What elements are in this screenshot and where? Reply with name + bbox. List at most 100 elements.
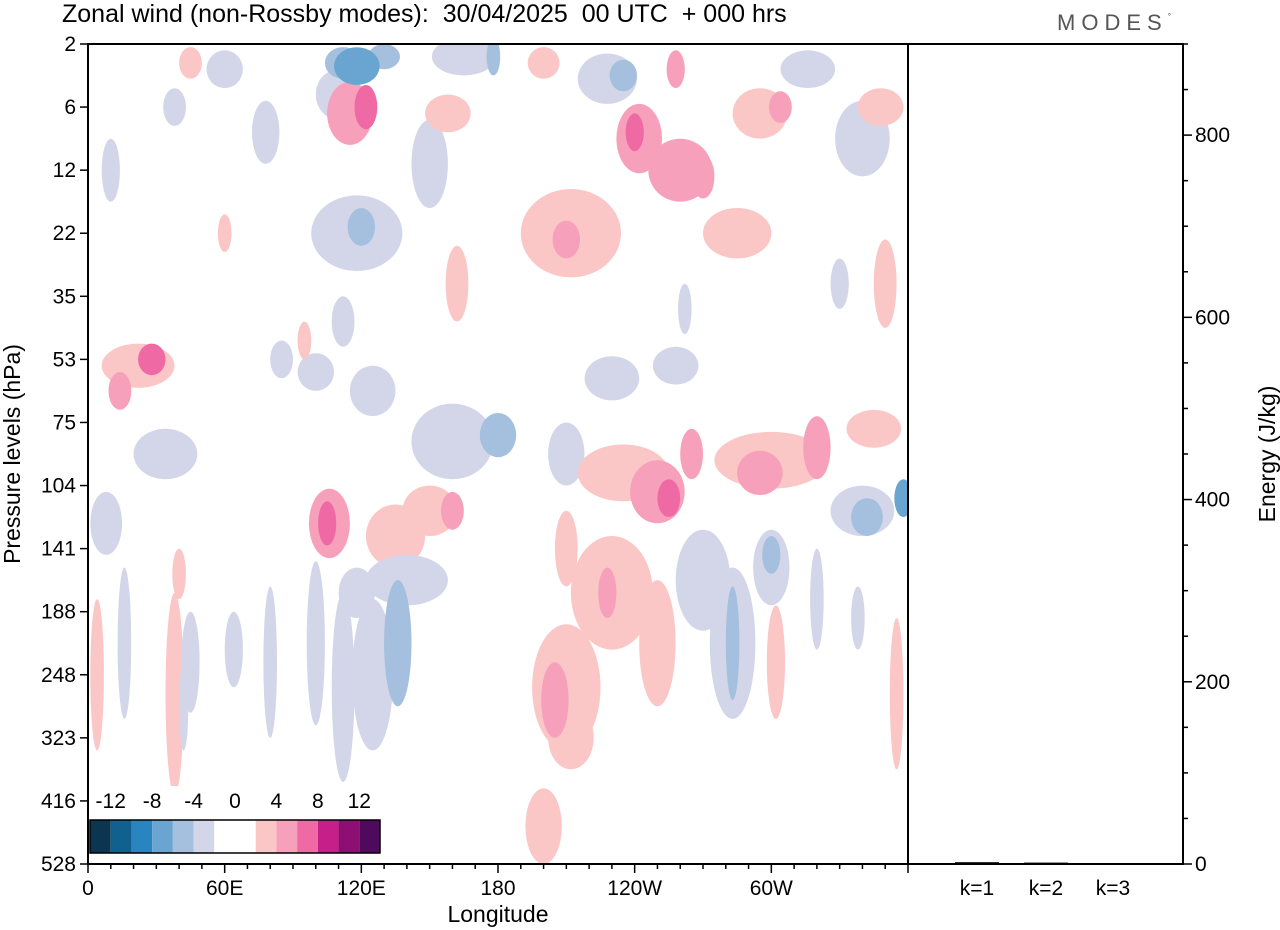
colorbar-swatch-7 (235, 820, 256, 853)
heatmap-cell-71 (609, 59, 637, 92)
heatmap-cell-92 (395, 599, 410, 663)
heatmap-cell-11 (252, 100, 280, 164)
colorbar-swatch-12 (338, 820, 360, 853)
heatmap-cell-15 (425, 94, 471, 133)
y-tick-label: 104 (41, 475, 76, 498)
y-axis-title: Pressure levels (hPa) (0, 344, 25, 564)
y-tick-label: 323 (41, 727, 76, 750)
heatmap-cell-96 (354, 85, 378, 130)
heatmap-cell-83 (725, 586, 740, 700)
chart-title: Zonal wind (non-Rossby modes): 30/04/202… (62, 0, 787, 28)
heatmap-cell-33 (846, 409, 902, 448)
heatmap-cell-95 (334, 47, 380, 85)
x-tick-label: 60W (750, 877, 793, 900)
pressure-axis: 2 6 12 22 35 53 75 104 141 188 248 323 416 528 (41, 33, 88, 876)
heatmap-cell-93 (541, 662, 569, 738)
colorbar-swatch-13 (359, 820, 380, 853)
energy-axis-title: Energy (J/kg) (1254, 386, 1280, 523)
heatmap-cell-74 (552, 220, 580, 259)
heatmap-cell-44 (639, 580, 676, 707)
heatmap-cell-28 (548, 422, 585, 486)
x-tick-label: 60E (206, 877, 243, 900)
colorbar-swatch-9 (276, 820, 298, 853)
heatmap-cell-60 (554, 510, 578, 587)
heatmap-cell-26 (297, 353, 334, 391)
energy-axis: 0 200 400 600 800 (1183, 43, 1230, 876)
heatmap-cell-88 (691, 154, 715, 199)
y-tick-label: 75 (53, 412, 76, 435)
y-tick-label: 12 (53, 159, 76, 182)
heatmap-cell-46 (525, 788, 562, 864)
y-tick-label: 416 (41, 790, 76, 813)
heatmap-cell-23 (703, 208, 772, 259)
colorbar-swatch-0 (90, 820, 111, 853)
heatmap-cell-77 (803, 416, 831, 480)
heatmap-cell-20 (780, 50, 836, 89)
colorbar-label: 4 (271, 790, 283, 813)
heatmap-cell-14 (411, 119, 448, 208)
energy-category-label: k=2 (1029, 877, 1063, 900)
wind-heatmap (90, 44, 908, 864)
heatmap-cell-99 (318, 501, 337, 546)
heatmap-cell-62 (445, 245, 469, 322)
heatmap-cell-38 (365, 555, 448, 606)
heatmap-cell-24 (857, 88, 904, 126)
energy-bar (955, 862, 999, 864)
heatmap-cell-9 (165, 592, 184, 795)
colorbar-swatch-11 (317, 820, 339, 853)
longitude-axis: 0 60E 120E 180 120W 60W (82, 864, 909, 900)
heatmap-cell-91 (737, 450, 783, 495)
heatmap-cell-66 (678, 283, 692, 335)
energy-bar (1024, 862, 1068, 865)
heatmap-cell-5 (206, 50, 243, 89)
energy-tick-label: 200 (1195, 671, 1230, 694)
colorbar-border (89, 819, 381, 854)
heatmap-cell-40 (331, 592, 355, 783)
y-tick-label: 528 (41, 853, 76, 876)
heatmap-cell-51 (810, 548, 824, 650)
heatmap-cell-63 (297, 321, 312, 360)
heatmap-cell-75 (479, 413, 517, 458)
heatmap-cell-89 (769, 91, 792, 123)
heatmap-cell-58 (270, 340, 293, 379)
colorbar-label: 12 (348, 790, 371, 813)
colorbar-swatch-1 (110, 820, 132, 853)
heatmap-cell-0 (90, 491, 123, 555)
heatmap-cell-56 (263, 586, 278, 738)
colorbar-label: -8 (143, 790, 162, 813)
heatmap-cell-65 (830, 258, 849, 309)
y-tick-label: 248 (41, 664, 76, 687)
logo-text: MODES (1057, 10, 1168, 35)
x-tick-label: 0 (82, 877, 94, 900)
heatmap-cell-8 (117, 567, 132, 719)
logo-mark: ° (1167, 12, 1171, 21)
y-tick-label: 2 (64, 33, 76, 56)
heatmap-cell-27 (411, 403, 494, 480)
colorbar-swatch-2 (131, 820, 153, 853)
heatmap-cell-54 (181, 611, 200, 713)
energy-bar (1091, 863, 1135, 865)
colorbar-swatch-4 (172, 820, 194, 853)
energy-tick-label: 800 (1195, 124, 1230, 147)
heatmap-cell-29 (584, 356, 640, 401)
x-tick-label: 120W (607, 877, 662, 900)
heatmap-cell-36 (402, 485, 458, 536)
colorbar-swatch-10 (297, 820, 318, 853)
heatmap-cell-84 (762, 536, 781, 574)
energy-frame (907, 43, 1184, 865)
heatmap-cell-6 (101, 138, 120, 202)
energy-bars: k=1 k=2 k=3 (955, 862, 1135, 900)
y-tick-label: 35 (53, 285, 76, 308)
energy-category-label: k=1 (960, 877, 994, 900)
heatmap-cell-85 (108, 372, 132, 410)
energy-tick-label: 400 (1195, 489, 1230, 512)
heatmap-cell-4 (179, 47, 202, 79)
heatmap-cell-41 (306, 561, 325, 726)
heatmap-cell-94 (138, 343, 166, 376)
heatmap-cell-52 (851, 586, 865, 650)
y-tick-label: 6 (64, 96, 76, 119)
heatmap-cell-87 (666, 50, 685, 89)
energy-category-label: k=3 (1096, 877, 1130, 900)
heatmap-cell-3 (163, 88, 187, 126)
